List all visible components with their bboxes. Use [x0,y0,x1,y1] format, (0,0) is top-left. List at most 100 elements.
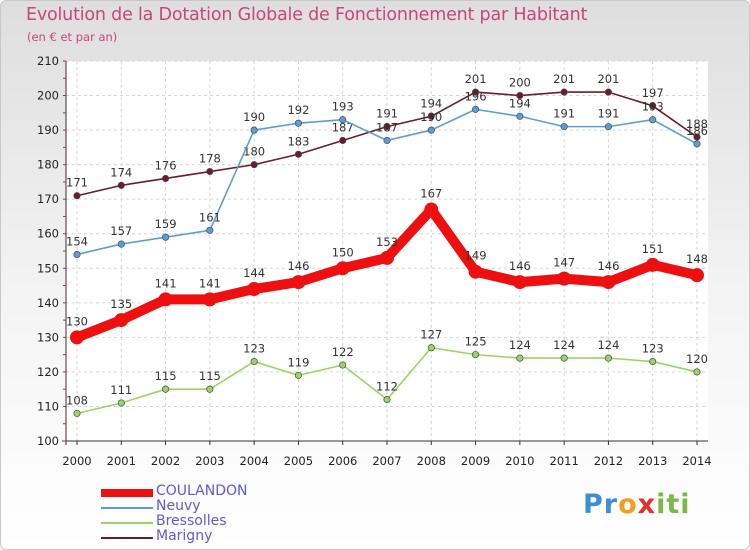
data-point-neuvy [560,123,568,131]
data-point-coulandon [424,202,439,217]
data-point-bressolles [693,368,701,376]
legend-label-coulandon: COULANDON [156,483,248,499]
x-tick-label: 2002 [151,454,180,468]
data-point-bressolles [649,357,657,366]
data-point-neuvy [427,126,435,134]
data-label-coulandon: 167 [420,187,442,201]
data-point-coulandon [114,313,129,328]
y-tick-label: 110 [37,399,59,413]
data-point-coulandon [690,268,704,283]
data-label-marigny: 201 [553,72,575,86]
data-label-neuvy: 191 [597,107,619,121]
data-label-marigny: 178 [199,152,221,166]
data-point-coulandon [557,271,572,286]
series-bressolles: 108 111 115 115 123 119 122 112 127 125 124 124 124 1… [66,328,708,417]
data-point-bressolles [117,399,125,407]
data-label-neuvy: 190 [420,110,442,124]
data-label-neuvy: 161 [199,210,221,224]
data-point-bressolles [339,361,347,369]
data-label-neuvy: 191 [553,107,575,121]
data-point-coulandon [601,275,616,290]
data-label-coulandon: 149 [465,249,487,263]
legend-swatch-marigny [101,537,153,539]
x-tick-label: 2003 [195,454,224,468]
data-point-marigny [339,136,347,145]
y-tick-label: 150 [37,261,59,275]
data-point-neuvy [250,126,258,134]
data-point-bressolles [427,344,435,352]
data-label-coulandon: 141 [155,276,177,290]
data-label-coulandon: 153 [376,235,398,249]
chart-subtitle: (en € et par an) [27,30,118,44]
legend-item-bressolles: Bressolles [101,513,401,529]
data-label-marigny: 188 [686,117,708,131]
data-label-marigny: 201 [465,72,487,86]
data-label-marigny: 191 [376,107,398,121]
data-label-neuvy: 196 [465,89,487,103]
data-label-bressolles: 123 [642,342,664,356]
data-point-neuvy [162,233,170,241]
data-label-bressolles: 125 [465,335,487,349]
data-label-bressolles: 124 [553,338,575,352]
data-point-coulandon [512,275,527,290]
data-label-bressolles: 124 [509,338,531,352]
data-point-neuvy [693,140,701,148]
data-point-coulandon [291,275,306,290]
data-point-neuvy [383,136,391,145]
logo-part-1: Pr [583,489,619,520]
data-label-coulandon: 151 [642,242,664,256]
logo-part-3: x [637,489,657,520]
data-label-neuvy: 192 [287,103,309,117]
data-point-neuvy [294,119,302,127]
data-label-bressolles: 112 [376,380,398,394]
data-label-neuvy: 194 [509,96,531,110]
data-label-coulandon: 146 [597,259,619,273]
logo-part-4: iti [656,489,691,520]
data-point-neuvy [472,105,480,113]
data-point-neuvy [117,240,125,248]
logo-part-2: o [618,489,638,520]
legend-item-marigny: Marigny [101,528,401,544]
x-tick-label: 2000 [62,454,91,468]
data-label-bressolles: 123 [243,342,265,356]
x-tick-label: 2006 [328,454,357,468]
data-point-marigny [383,123,391,131]
data-point-marigny [250,161,258,169]
data-label-coulandon: 130 [66,314,88,328]
data-label-marigny: 183 [287,134,309,148]
x-tick-label: 2014 [682,454,711,468]
y-tick-label: 140 [37,296,59,310]
data-label-marigny: 194 [420,96,442,110]
y-tick-label: 160 [37,227,59,241]
y-tick-label: 120 [37,365,59,379]
data-label-neuvy: 193 [332,100,354,114]
data-point-coulandon [468,264,483,279]
data-label-marigny: 174 [110,165,132,179]
data-label-marigny: 197 [642,86,664,100]
data-label-bressolles: 115 [199,369,221,383]
data-label-neuvy: 159 [155,217,177,231]
data-point-neuvy [516,112,524,120]
data-point-bressolles [383,395,391,404]
x-tick-label: 2004 [240,454,269,468]
data-point-marigny [427,112,435,120]
data-point-marigny [472,88,480,96]
y-tick-label: 130 [37,330,59,344]
y-tick-label: 180 [37,158,59,172]
series-coulandon: 130 135 141 141 144 146 150 153 167 149 146 147 146 1… [66,187,708,345]
data-point-coulandon [70,330,84,345]
data-label-bressolles: 120 [686,352,708,366]
data-label-marigny: 200 [509,76,531,90]
data-point-bressolles [73,409,81,417]
data-point-neuvy [206,226,214,234]
data-label-neuvy: 190 [243,110,265,124]
data-point-coulandon [247,282,262,296]
data-point-coulandon [645,257,660,272]
legend-label-bressolles: Bressolles [156,513,227,529]
data-point-neuvy [73,250,81,259]
proxiti-logo: Proxiti [583,489,691,520]
